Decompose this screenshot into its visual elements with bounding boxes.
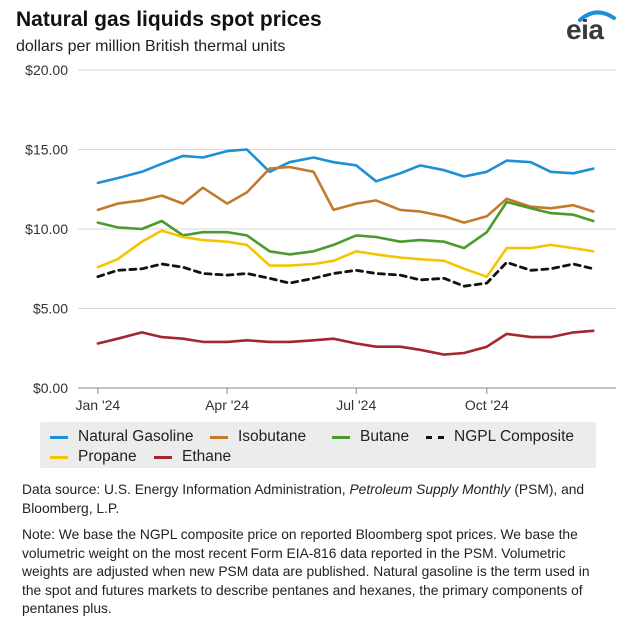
y-tick-label: $0.00 [33,380,68,396]
legend-label: NGPL Composite [454,428,575,445]
line-chart: $0.00 $5.00 $10.00 $15.00 $20.00 Jan '24 Apr '… [25,62,616,413]
legend-swatch [50,435,68,439]
eia-logo-arc-icon [578,10,616,22]
eia-logo: eia [560,6,618,48]
eia-logo-text: eia [566,14,604,45]
series-line-natural-gasoline [96,148,595,185]
page-subtitle: dollars per million British thermal unit… [16,38,286,55]
legend-item-isobutane: Isobutane [210,428,306,446]
series-line-ethane [96,329,595,356]
legend-swatch [426,435,444,439]
legend-item-ngpl-composite: NGPL Composite [426,428,574,446]
x-tick-label: Jul '24 [336,397,376,413]
chart-legend: Natural Gasoline Isobutane Butane NGPL C… [40,422,596,468]
legend-label: Propane [78,448,137,465]
legend-label: Butane [360,428,410,445]
legend-swatch [154,455,172,459]
x-tick-label: Oct '24 [465,397,509,413]
page-title: Natural gas liquids spot prices [16,8,322,31]
source-publication: Petroleum Supply Monthly [349,482,511,497]
legend-swatch [210,435,228,439]
series-line-propane [96,229,595,278]
legend-label: Isobutane [238,428,307,445]
series-line-butane [96,200,595,256]
legend-label: Natural Gasoline [78,428,194,445]
source-suffix: (PSM), and Bloomberg, L.P. [22,482,585,516]
y-tick-label: $15.00 [25,142,68,158]
legend-label: Ethane [182,448,232,465]
series-line-isobutane [96,165,595,224]
legend-item-natural-gasoline: Natural Gasoline [50,428,193,446]
legend-item-butane: Butane [332,428,409,446]
source-prefix: Data source: U.S. Energy Information Adm… [22,482,350,497]
y-tick-label: $5.00 [33,301,68,317]
legend-item-ethane: Ethane [154,448,231,466]
y-tick-label: $10.00 [25,221,68,237]
data-source: Data source: U.S. Energy Information Adm… [22,480,612,518]
x-tick-label: Jan '24 [76,397,121,413]
series-line-ngpl-composite [96,260,595,288]
chart-note: Note: We base the NGPL composite price o… [22,527,590,616]
y-tick-label: $20.00 [25,62,68,78]
x-tick-label: Apr '24 [205,397,249,413]
legend-item-propane: Propane [50,448,137,466]
legend-swatch [50,455,68,459]
legend-swatch [332,435,350,439]
